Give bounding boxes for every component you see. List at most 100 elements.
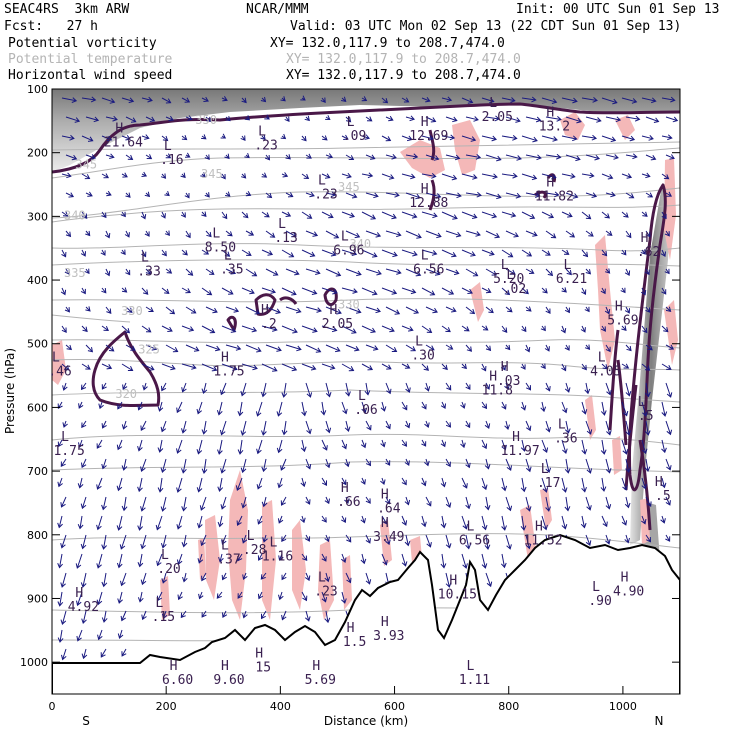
wind-vector	[325, 420, 332, 434]
wind-vector	[101, 211, 107, 219]
wind-vector	[525, 496, 532, 512]
wind-vector	[340, 553, 347, 563]
wind-vector	[185, 344, 200, 352]
wind-vector	[541, 287, 548, 294]
wind-vector	[60, 496, 67, 508]
wind-vector	[185, 115, 193, 121]
extremum-marker: L	[247, 529, 255, 544]
wind-vector	[225, 268, 237, 275]
wind-vector	[581, 249, 589, 258]
extremum-marker: L	[155, 596, 163, 611]
wind-vector	[661, 363, 672, 370]
wind-vector	[581, 401, 588, 415]
wind-vector	[101, 382, 107, 390]
wind-vector	[405, 382, 411, 393]
wind-vector	[305, 306, 322, 313]
wind-vector	[661, 134, 673, 141]
extremum-value: .2	[261, 317, 277, 332]
wind-vector	[381, 287, 398, 295]
extremum-marker: L	[318, 174, 326, 189]
wind-vector	[425, 154, 440, 161]
extremum-value: 12.88	[409, 196, 448, 211]
wind-vector	[85, 306, 91, 312]
wind-vector	[441, 173, 458, 181]
wind-vector	[225, 230, 233, 237]
wind-vector	[124, 230, 130, 238]
wind-vector	[57, 515, 63, 529]
wind-vector	[116, 515, 123, 531]
wind-vector	[305, 420, 312, 435]
extremum-value: .23	[254, 139, 277, 154]
extremum-marker: H	[381, 488, 389, 503]
extremum-marker: H	[381, 516, 389, 531]
extremum-value: 6.56	[459, 533, 490, 548]
extremum-value: .37	[217, 552, 240, 567]
extremum-marker: H	[381, 615, 389, 630]
wind-vector	[176, 477, 183, 493]
wind-vector	[465, 268, 479, 277]
wind-vector	[505, 534, 512, 550]
wind-vector	[305, 230, 319, 237]
wind-vector	[225, 115, 231, 122]
extremum-value: .36	[554, 431, 577, 446]
extremum-marker: H	[501, 360, 509, 375]
wind-vector	[81, 325, 88, 333]
wind-vector	[665, 154, 675, 160]
wind-vector	[525, 420, 532, 432]
wind-vector	[381, 211, 397, 220]
wind-vector	[481, 211, 498, 219]
wind-vector	[201, 363, 218, 372]
wind-vector	[421, 363, 429, 371]
wind-vector	[441, 325, 451, 333]
wind-vector	[141, 325, 152, 333]
wind-vector	[620, 287, 626, 294]
wind-vector	[645, 230, 651, 238]
wind-vector	[164, 190, 170, 197]
wind-vector	[465, 154, 482, 160]
wind-vector	[125, 192, 131, 198]
wind-vector	[604, 306, 611, 315]
extremum-value: .28	[243, 543, 266, 558]
wind-vector	[341, 325, 357, 334]
wind-vector	[261, 420, 267, 436]
wind-vector	[484, 534, 491, 550]
wind-vector	[121, 134, 131, 141]
wind-vector	[504, 382, 510, 391]
extremum-value: 11.82	[535, 189, 574, 204]
wind-vector	[204, 154, 210, 160]
wind-vector	[305, 344, 322, 353]
wind-vector	[160, 534, 167, 549]
wind-vector	[344, 458, 350, 468]
wind-vector	[57, 591, 64, 607]
wind-vector	[501, 325, 508, 333]
wind-vector	[344, 496, 350, 504]
extremum-value: .13	[274, 231, 297, 246]
wind-vector	[365, 230, 382, 238]
wind-vector	[645, 496, 652, 507]
wind-vector	[605, 191, 616, 198]
wind-vector	[201, 134, 207, 140]
wind-vector	[564, 344, 570, 351]
extremum-marker: L	[598, 351, 606, 366]
pv-contours	[52, 102, 680, 531]
wind-vector	[142, 382, 148, 391]
wind-vector	[281, 287, 297, 296]
wind-vector	[221, 287, 234, 295]
wind-vector	[321, 553, 327, 562]
wind-vector	[425, 306, 438, 314]
wind-vector	[361, 363, 374, 371]
wind-vector	[665, 191, 673, 197]
wind-vector	[341, 172, 352, 179]
wind-vector	[564, 458, 571, 474]
wind-vector	[165, 268, 173, 274]
wind-vector	[525, 192, 541, 198]
wind-vector	[404, 420, 411, 429]
wind-vector	[520, 477, 527, 493]
wind-vector	[501, 97, 516, 103]
extremum-marker: L	[489, 96, 497, 111]
wind-vector	[304, 115, 310, 122]
wind-vector	[101, 572, 108, 588]
wind-vector	[177, 591, 183, 601]
wind-vector	[365, 496, 371, 504]
